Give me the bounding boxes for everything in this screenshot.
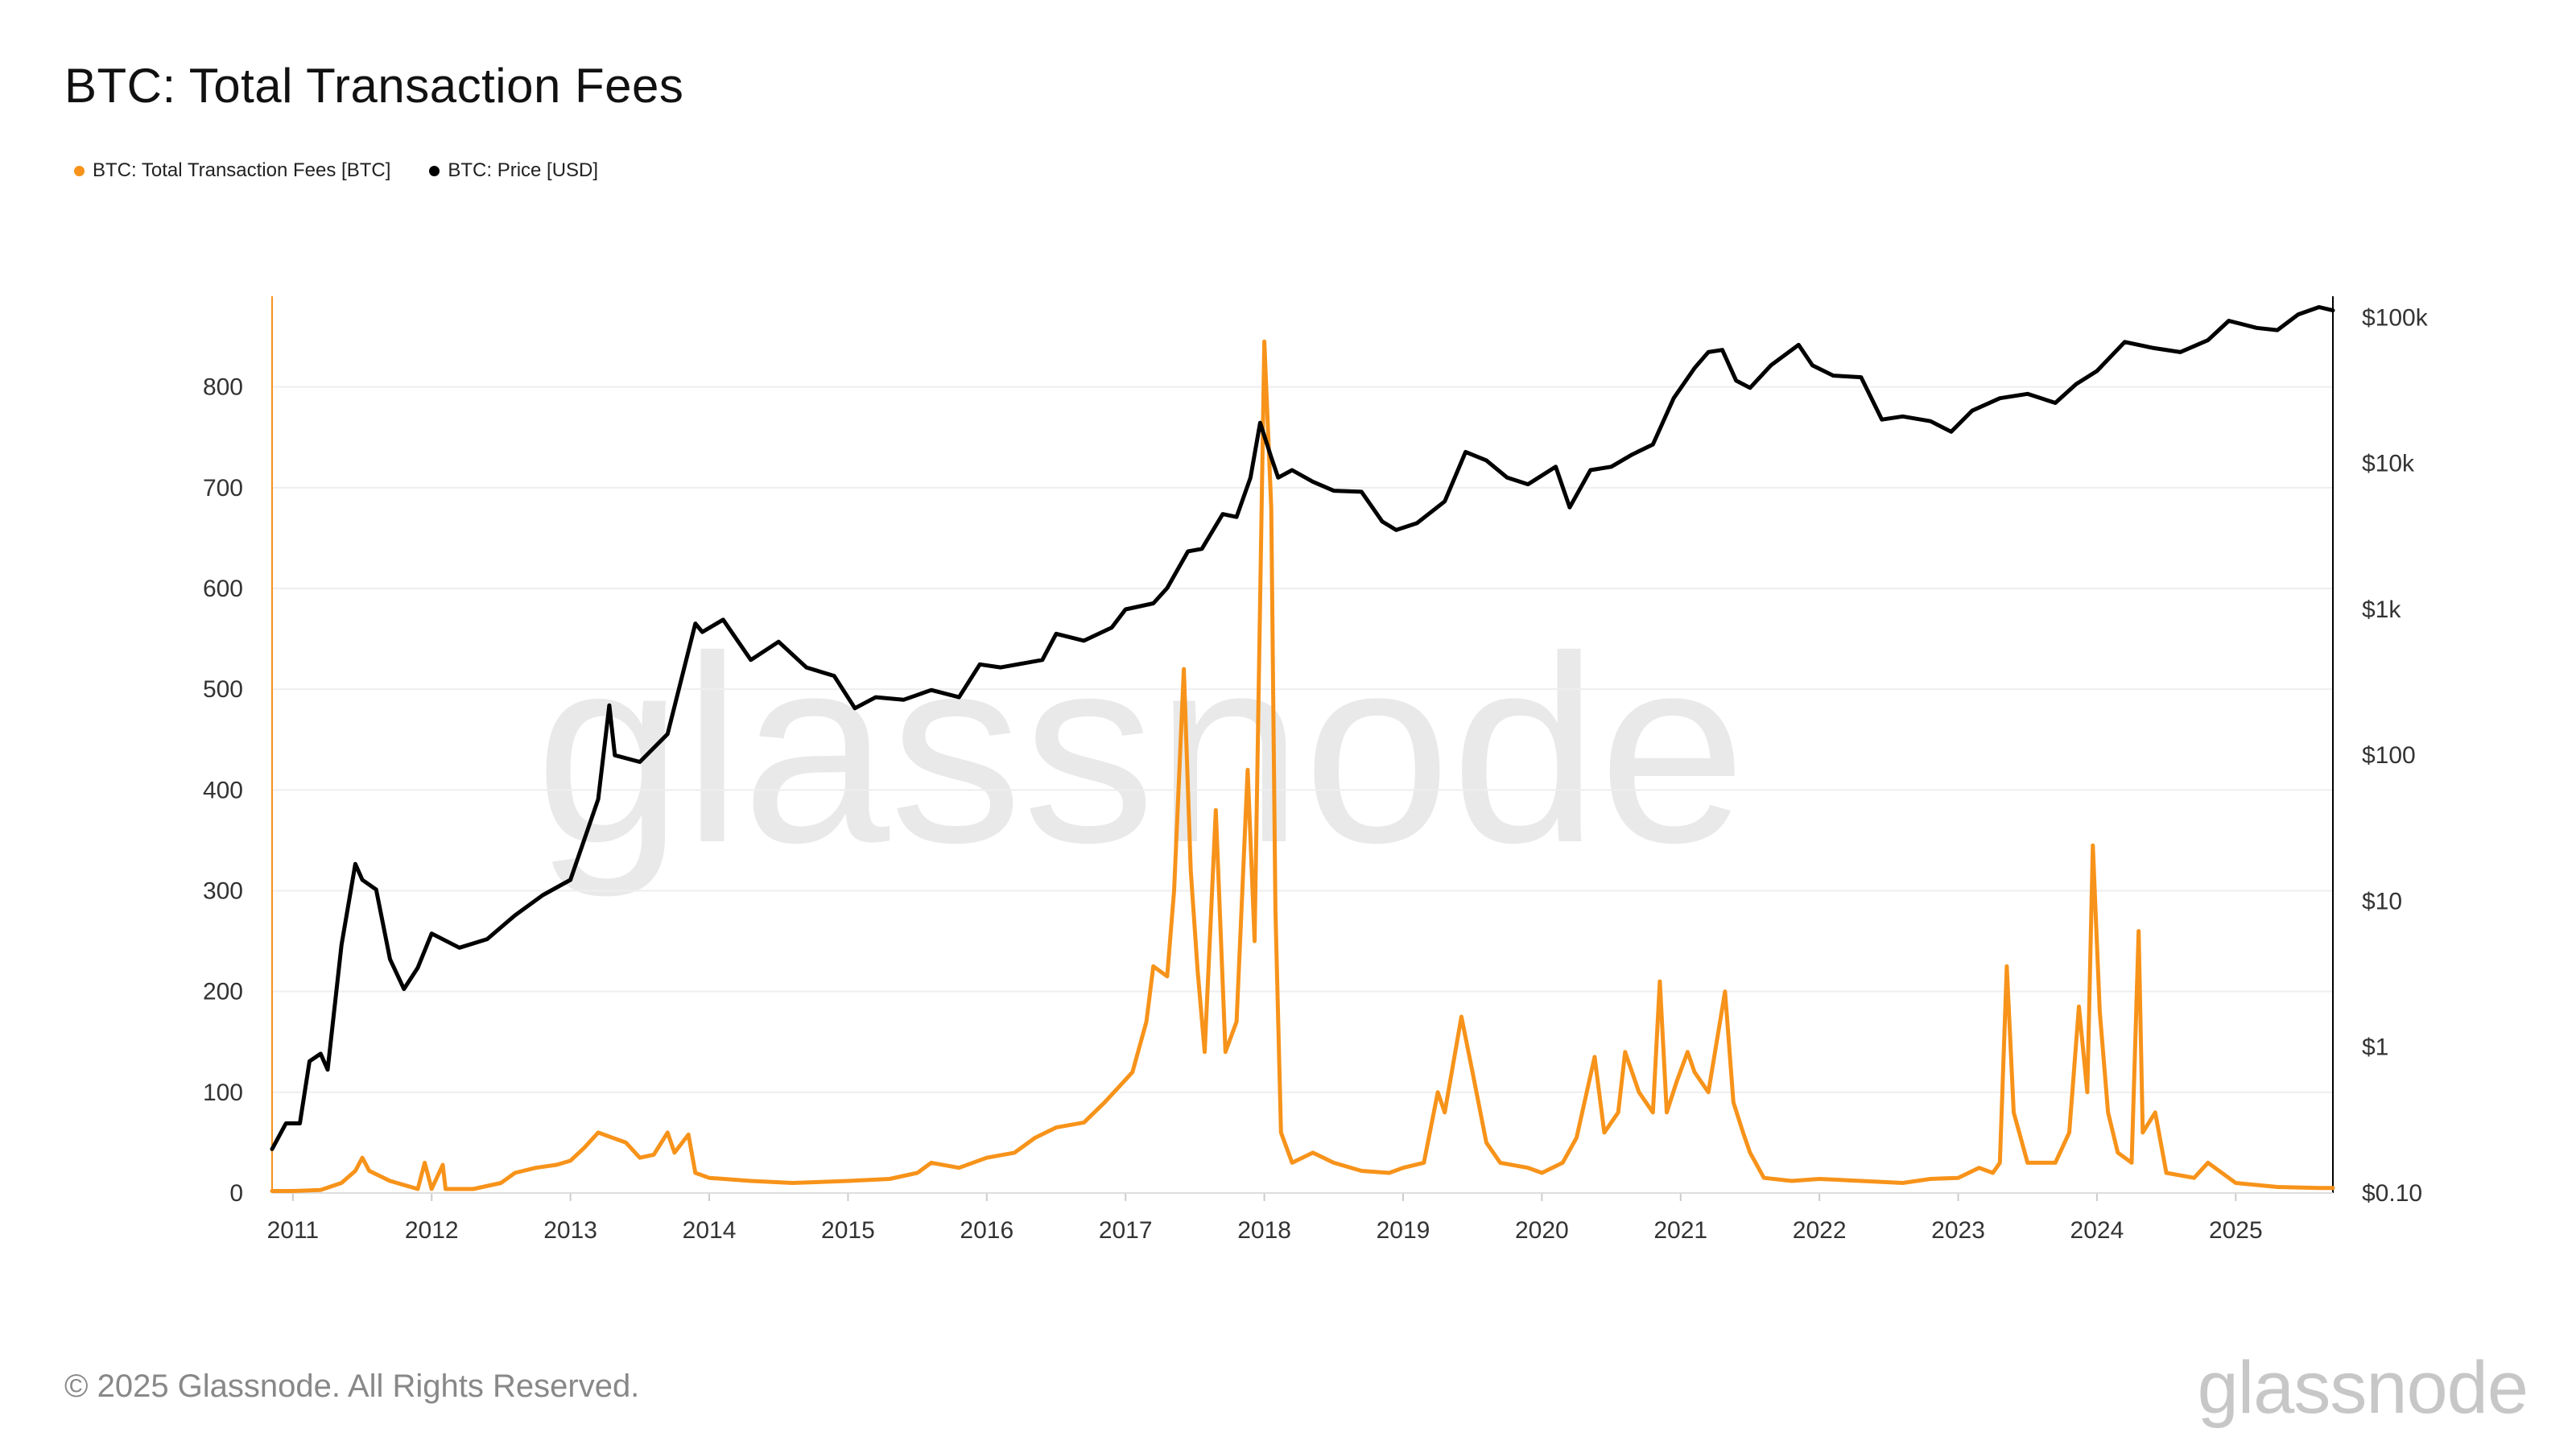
y-left-tick-label: 400 [203,777,243,803]
y-left-tick-label: 100 [203,1080,243,1106]
grid-lines [272,386,2333,1194]
x-tick-label: 2011 [267,1217,320,1244]
x-tick-label: 2016 [960,1217,1013,1244]
brand-logo: glassnode [2197,1347,2529,1429]
y-right-tick-label: $10k [2362,451,2415,477]
y-right-tick-label: $100 [2362,742,2416,769]
copyright-text: © 2025 Glassnode. All Rights Reserved. [64,1368,640,1404]
legend-item-fees[interactable]: BTC: Total Transaction Fees [BTC] [74,159,390,182]
y-right-tick-label: $0.10 [2362,1180,2422,1207]
x-tick-label: 2020 [1515,1217,1569,1244]
x-tick-label: 2022 [1793,1217,1847,1244]
chart-title: BTC: Total Transaction Fees [64,59,684,113]
x-tick-label: 2025 [2209,1217,2263,1244]
x-tick-label: 2012 [405,1217,459,1244]
legend-label-fees: BTC: Total Transaction Fees [BTC] [93,159,391,181]
x-tick-label: 2021 [1653,1217,1707,1244]
y-left-tick-label: 600 [203,576,243,602]
y-left-tick-label: 800 [203,374,243,401]
x-tick-label: 2015 [821,1217,875,1244]
legend-label-price: BTC: Price [USD] [448,159,599,181]
y-right-tick-label: $1 [2362,1034,2388,1061]
series-layer [270,305,2335,1193]
x-tick-label: 2017 [1099,1217,1153,1244]
x-tick-label: 2013 [543,1217,597,1244]
y-left-tick-label: 200 [203,979,243,1005]
x-tick-label: 2024 [2070,1217,2124,1244]
watermark-text: glassnode [535,601,1747,899]
y-right-tick-label: $1k [2362,597,2401,623]
series-line-fees [270,339,2335,1193]
legend-dot-price [429,165,440,176]
axes: 0 100 200 300 400 500 600 700 800 $0.10 $1 $10 $100 $… [203,296,2429,1244]
chart-legend: BTC: Total Transaction Fees [BTC] BTC: P… [74,159,637,182]
legend-item-price[interactable]: BTC: Price [USD] [429,159,598,182]
x-tick-label: 2018 [1237,1217,1291,1244]
y-left-tick-label: 700 [203,475,243,502]
y-left-tick-label: 300 [203,877,243,904]
y-right-tick-label: $100k [2362,304,2429,331]
x-tick-label: 2019 [1377,1217,1430,1244]
x-tick-label: 2014 [683,1217,737,1244]
series-line-price [270,305,2335,1151]
y-left-tick-label: 0 [229,1180,243,1207]
x-tick-label: 2023 [1931,1217,1985,1244]
y-left-tick-label: 500 [203,676,243,703]
y-right-tick-label: $10 [2362,888,2402,914]
legend-dot-fees [74,165,85,176]
